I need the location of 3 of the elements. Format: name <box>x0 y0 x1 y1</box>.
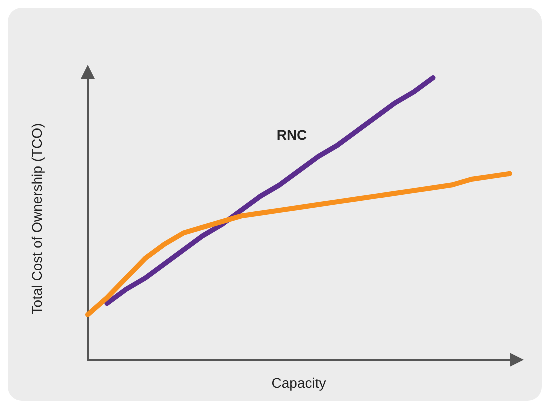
series-label: RNC <box>276 126 308 143</box>
y-axis-title: Total Cost of Ownership (TCO) <box>29 123 45 315</box>
x-axis-title: Capacity <box>272 375 326 391</box>
